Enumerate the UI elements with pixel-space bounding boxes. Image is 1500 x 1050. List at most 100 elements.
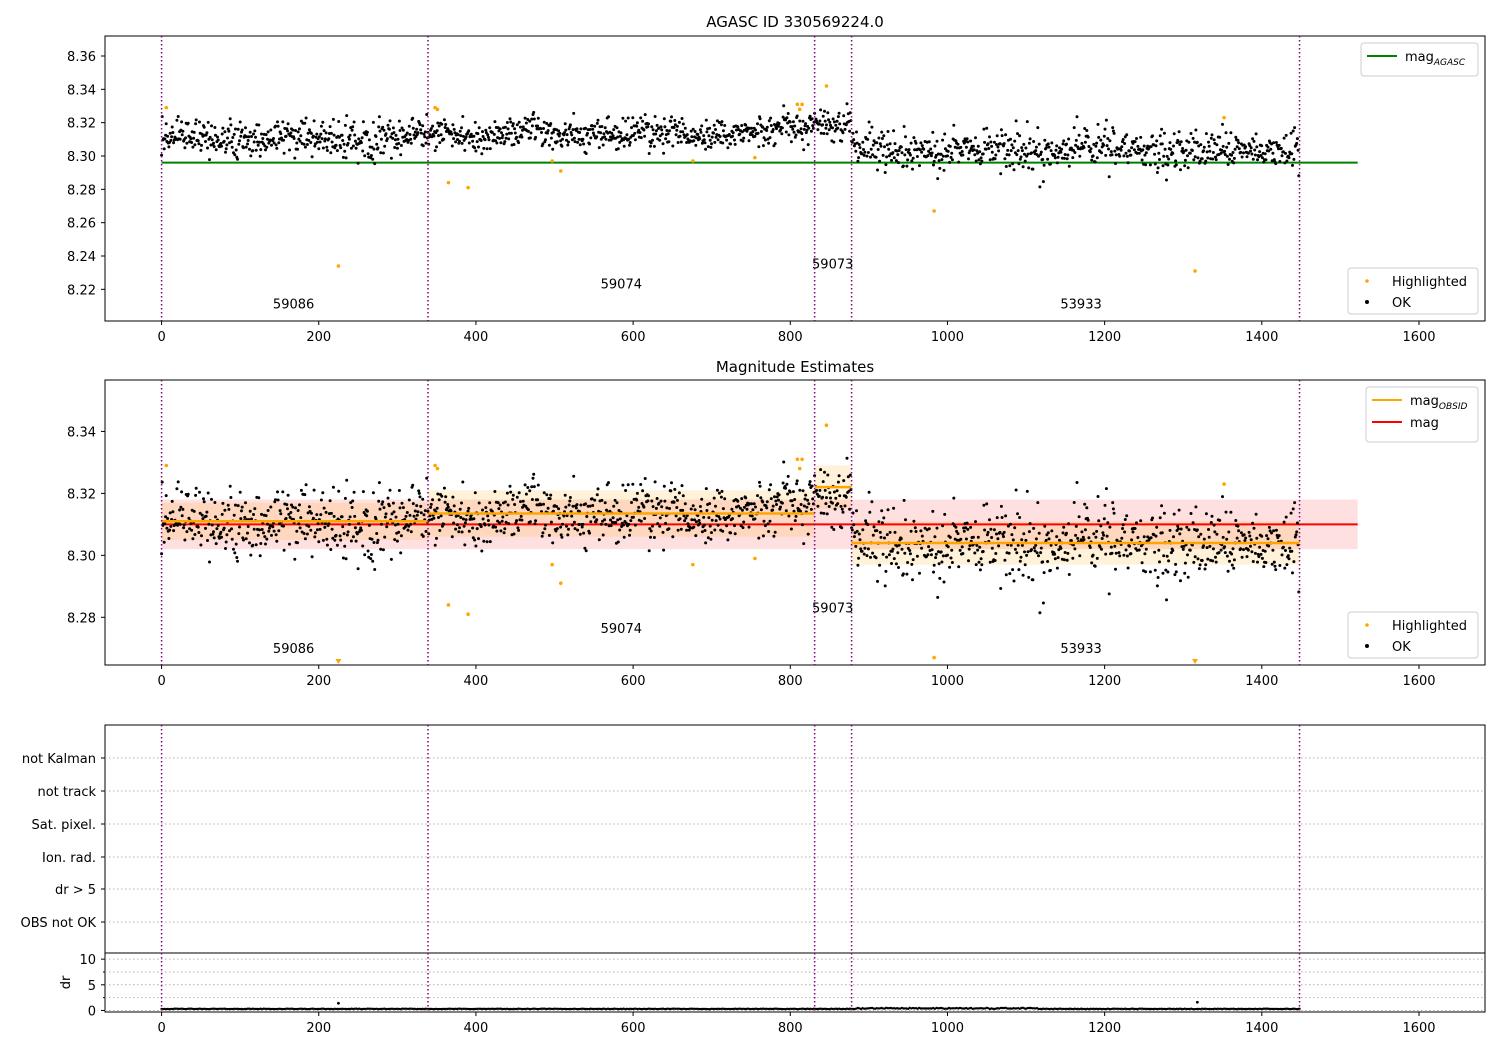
ok-point	[1155, 584, 1159, 588]
ok-point	[291, 128, 295, 132]
ok-point	[1161, 164, 1165, 168]
ok-point	[365, 133, 369, 137]
ok-point	[497, 507, 501, 511]
ok-point	[896, 551, 900, 555]
ok-point	[689, 129, 693, 133]
ok-point	[423, 509, 427, 513]
ok-point	[1131, 530, 1135, 534]
ok-point	[190, 528, 194, 532]
ok-point	[1288, 546, 1292, 550]
ok-point	[651, 524, 654, 528]
ok-point	[472, 517, 476, 521]
ok-point	[840, 139, 844, 143]
ok-point	[1042, 571, 1046, 575]
ok-point	[649, 144, 652, 148]
ok-point	[1091, 154, 1095, 158]
ok-point	[325, 537, 329, 541]
ok-point	[253, 129, 257, 133]
ok-point	[286, 129, 289, 133]
ok-point	[658, 138, 662, 142]
ok-point	[509, 120, 513, 124]
ok-point	[524, 121, 528, 125]
ok-point	[628, 533, 631, 537]
ok-point	[1012, 579, 1016, 583]
ok-point	[1011, 146, 1015, 150]
ok-point	[842, 114, 846, 118]
ok-point	[1032, 140, 1036, 143]
ok-point	[341, 155, 345, 159]
ok-point	[563, 131, 566, 135]
highlighted-point	[797, 466, 802, 471]
ok-point	[1218, 135, 1222, 139]
ok-point	[777, 498, 780, 502]
ok-point	[1136, 144, 1140, 148]
ok-point	[566, 143, 570, 147]
ok-point	[591, 504, 595, 507]
ok-point	[495, 529, 499, 533]
ok-point	[962, 529, 966, 533]
ok-point	[570, 133, 574, 137]
ok-point	[1229, 510, 1233, 514]
ok-point	[700, 497, 704, 501]
ok-point	[1122, 553, 1126, 557]
ok-point	[1280, 553, 1284, 557]
ok-point	[548, 497, 552, 501]
legend-label: Highlighted	[1392, 275, 1467, 290]
ok-point	[1097, 519, 1101, 523]
ok-point	[1217, 551, 1221, 555]
ok-point	[265, 537, 269, 541]
ok-point	[1171, 549, 1175, 552]
ok-point	[908, 549, 912, 552]
ok-point	[584, 152, 588, 155]
ok-point	[416, 131, 420, 135]
ok-point	[675, 128, 679, 132]
ok-point	[968, 149, 972, 153]
ok-point	[709, 145, 713, 149]
highlighted-point	[446, 603, 451, 607]
ok-point	[1099, 138, 1103, 142]
ok-point	[371, 491, 375, 495]
ok-point	[529, 131, 533, 135]
ok-point	[396, 137, 400, 141]
ok-point	[1155, 525, 1159, 529]
ok-point	[733, 142, 737, 146]
ok-point	[653, 115, 657, 118]
ok-point	[622, 523, 626, 527]
ok-point	[868, 131, 872, 135]
ok-point	[937, 562, 941, 566]
ok-point	[977, 560, 981, 564]
ok-point	[1082, 146, 1086, 149]
ok-point	[452, 127, 456, 131]
ok-point	[269, 128, 273, 132]
ok-point	[642, 128, 646, 132]
ok-point	[1291, 571, 1294, 575]
ok-point	[356, 567, 360, 571]
ok-point	[567, 527, 570, 531]
ok-point	[340, 515, 344, 519]
highlighted-point	[691, 159, 695, 163]
ok-point	[172, 529, 176, 533]
ok-point	[1185, 525, 1189, 529]
ok-point	[1153, 162, 1157, 166]
ok-point	[216, 138, 220, 142]
ok-point	[988, 158, 992, 162]
ok-point	[382, 506, 386, 510]
ok-point	[837, 474, 841, 478]
ok-point	[1157, 151, 1161, 155]
ok-point	[222, 526, 226, 530]
ok-point	[900, 547, 904, 551]
ok-point	[488, 501, 492, 505]
ok-point	[1107, 147, 1110, 151]
ok-point	[335, 543, 339, 547]
ok-point	[1176, 527, 1180, 531]
ok-point	[618, 528, 622, 532]
ok-point	[1034, 543, 1038, 547]
ok-point	[967, 157, 970, 161]
ok-point	[708, 126, 712, 130]
ok-point	[1129, 153, 1133, 157]
ok-point	[844, 495, 848, 499]
ok-point	[784, 509, 788, 513]
ok-point	[847, 489, 851, 493]
ok-point	[329, 548, 333, 551]
ok-point	[1213, 530, 1217, 534]
